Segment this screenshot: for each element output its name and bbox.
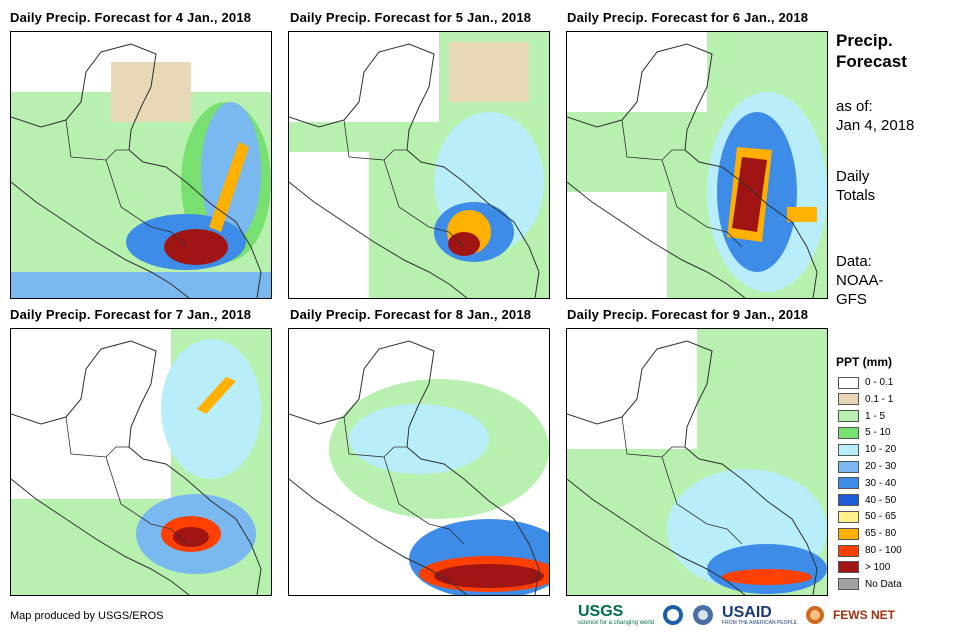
- legend-swatch: [838, 477, 859, 490]
- legend-label: 20 - 30: [865, 461, 897, 472]
- data-source-line3: GFS: [836, 291, 867, 308]
- usgs-logo: USGS science for a changing world: [578, 603, 655, 627]
- sidebar-title-line1: Precip.: [836, 31, 893, 50]
- dhs-seal-icon: [693, 605, 714, 625]
- legend-label: 0.1 - 1: [865, 393, 894, 405]
- legend-swatch: [838, 410, 859, 423]
- asof-date: Jan 4, 2018: [836, 117, 915, 134]
- legend-label: 5 - 10: [865, 427, 891, 439]
- legend-item: 80 - 100: [838, 543, 902, 558]
- legend-swatch: [838, 443, 859, 456]
- legend-label: 30 - 40: [865, 477, 897, 489]
- credit-text: Map produced by USGS/EROS: [10, 610, 164, 622]
- data-source-block: Data: NOAA- GFS: [836, 252, 884, 309]
- fewsnet-globe-icon: [805, 606, 824, 624]
- legend-item: 20 - 30: [838, 459, 896, 474]
- panel-title-jan7: Daily Precip. Forecast for 7 Jan., 2018: [10, 307, 252, 322]
- sidebar-title: Precip. Forecast: [836, 30, 907, 72]
- legend-swatch: [838, 527, 859, 540]
- map-jan5: [288, 31, 550, 299]
- legend-swatch: [838, 426, 859, 439]
- legend-item: 40 - 50: [838, 493, 896, 508]
- totals-line2: Totals: [836, 187, 876, 204]
- legend-swatch: [838, 494, 859, 507]
- legend-item: 50 - 65: [838, 509, 896, 524]
- data-source-label: Data:: [836, 253, 872, 270]
- legend-swatch: [838, 544, 859, 557]
- legend-swatch: [838, 393, 859, 406]
- fewsnet-logo-text: FEWS NET: [832, 608, 895, 622]
- map-jan6: [566, 31, 828, 299]
- map-jan9: [566, 328, 828, 596]
- panel-title-jan4: Daily Precip. Forecast for 4 Jan., 2018: [10, 10, 252, 25]
- legend-item: 1 - 5: [838, 409, 885, 424]
- asof-label: as of:: [836, 98, 873, 115]
- usaid-logo-text: USAID: [722, 603, 772, 621]
- totals-line1: Daily: [836, 168, 870, 185]
- legend-label: 80 - 100: [865, 545, 902, 556]
- legend-swatch: [838, 578, 859, 591]
- panel-title-jan6: Daily Precip. Forecast for 6 Jan., 2018: [567, 10, 809, 25]
- panel-title-jan8: Daily Precip. Forecast for 8 Jan., 2018: [290, 307, 532, 322]
- legend-item: 5 - 10: [838, 425, 891, 440]
- legend-label: 1 - 5: [865, 410, 886, 422]
- legend-item: 30 - 40: [838, 476, 896, 491]
- legend-label: 0 - 0.1: [865, 377, 894, 388]
- usgs-logo-text: USGS: [578, 603, 624, 620]
- legend-swatch: [838, 510, 859, 523]
- legend-swatch: [838, 460, 859, 473]
- usaid-logo: USAID FROM THE AMERICAN PEOPLE: [722, 603, 797, 626]
- legend-item: > 100: [838, 560, 890, 575]
- legend-swatch: [838, 561, 859, 574]
- logo-strip: USGS science for a changing world USAID …: [578, 600, 895, 630]
- map-jan4: [10, 31, 272, 299]
- legend-item: 65 - 80: [838, 526, 896, 541]
- legend-label: > 100: [865, 561, 891, 573]
- legend-label: 40 - 50: [865, 494, 897, 506]
- totals-block: Daily Totals: [836, 167, 875, 205]
- map-jan7: [10, 328, 272, 596]
- sidebar-title-line2: Forecast: [836, 52, 907, 71]
- data-source-line2: NOAA-: [836, 272, 884, 289]
- noaa-logo-icon: [663, 605, 684, 625]
- usgs-tagline: science for a changing world: [578, 620, 655, 626]
- legend-item: 10 - 20: [838, 442, 896, 457]
- legend-label: 10 - 20: [865, 444, 897, 456]
- legend-swatch: [838, 376, 859, 389]
- legend-label: 50 - 65: [865, 511, 897, 523]
- panel-title-jan5: Daily Precip. Forecast for 5 Jan., 2018: [290, 10, 532, 25]
- panel-title-jan9: Daily Precip. Forecast for 9 Jan., 2018: [567, 307, 809, 322]
- legend-item: No Data: [838, 577, 902, 592]
- usaid-tagline: FROM THE AMERICAN PEOPLE: [722, 619, 797, 626]
- map-jan8: [288, 328, 550, 596]
- legend-item: 0.1 - 1: [838, 392, 893, 407]
- legend-label: No Data: [865, 578, 902, 590]
- legend-label: 65 - 80: [865, 528, 897, 540]
- legend-title: PPT (mm): [836, 355, 893, 369]
- legend-item: 0 - 0.1: [838, 375, 893, 390]
- asof-block: as of: Jan 4, 2018: [836, 97, 914, 135]
